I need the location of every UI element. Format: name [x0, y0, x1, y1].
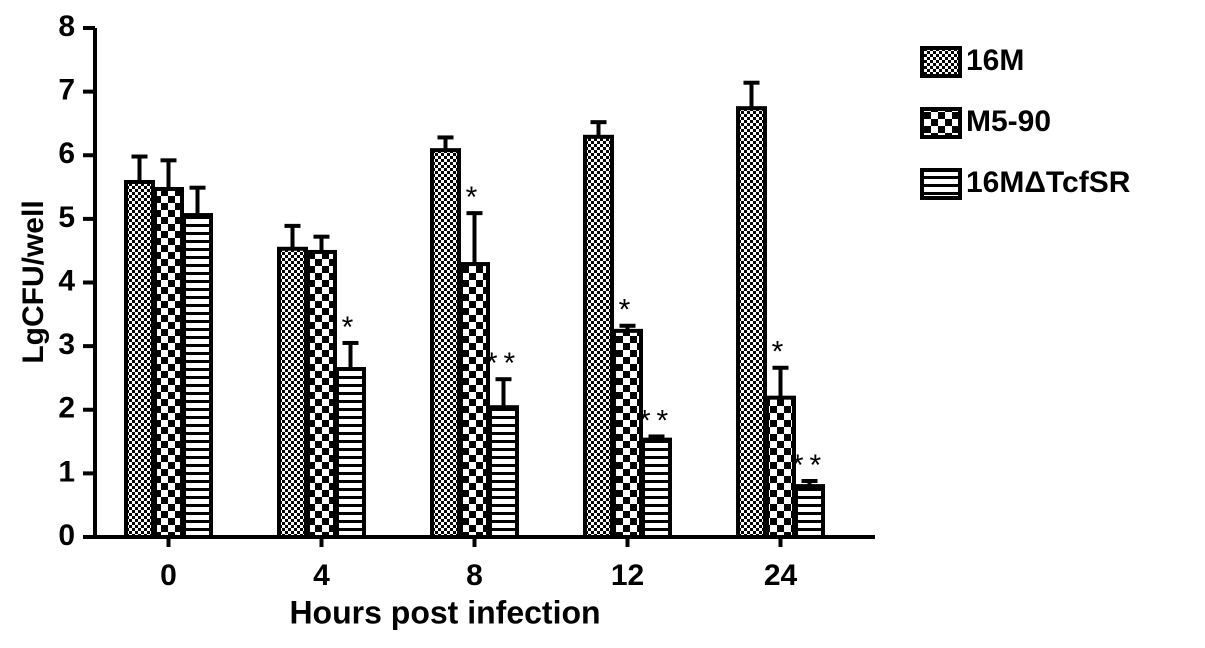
bar	[277, 246, 308, 539]
error-bar	[160, 158, 177, 189]
y-tick-label: 2	[58, 392, 75, 425]
error-bar	[590, 120, 607, 137]
x-tick-label: 8	[466, 559, 483, 592]
y-tick-label: 5	[58, 201, 75, 234]
significance-mark: **	[486, 347, 521, 380]
error-bar	[313, 234, 330, 252]
y-tick-label: 7	[58, 74, 75, 107]
y-tick-label: 4	[58, 264, 75, 297]
significance-mark: **	[639, 404, 674, 437]
y-tick-label: 3	[58, 328, 75, 361]
x-tick-label: 24	[764, 559, 798, 592]
bar	[794, 484, 825, 540]
bar	[641, 437, 672, 539]
error-bar	[619, 323, 636, 331]
significance-mark: **	[792, 449, 827, 482]
legend-swatch	[920, 46, 962, 78]
bar	[153, 186, 184, 539]
x-axis-label: Hours post infection	[289, 594, 600, 630]
bar	[736, 106, 767, 539]
error-bar	[466, 211, 483, 265]
y-tick-label: 8	[58, 10, 75, 43]
error-bar	[131, 154, 148, 182]
error-bar	[801, 479, 818, 487]
error-bar	[437, 135, 454, 151]
legend-swatch	[920, 107, 962, 139]
y-tick-label: 6	[58, 137, 75, 170]
error-bar	[284, 223, 301, 249]
bar	[124, 179, 155, 539]
significance-mark: *	[466, 181, 484, 214]
bar	[612, 328, 643, 540]
y-tick-label: 1	[58, 455, 75, 488]
significance-mark: *	[619, 294, 637, 327]
x-tick-label: 12	[611, 559, 644, 592]
error-bar	[342, 340, 359, 370]
error-bar	[189, 185, 206, 216]
legend-label: M5-90	[966, 105, 1051, 138]
bar	[583, 134, 614, 540]
y-axis-label: LgCFU/well	[17, 200, 50, 363]
y-tick-label: 0	[58, 519, 75, 552]
legend-label: 16M	[966, 44, 1024, 77]
error-bar	[743, 80, 760, 109]
bar	[488, 405, 519, 539]
x-tick-label: 4	[313, 559, 330, 592]
legend-swatch	[920, 168, 962, 200]
error-bar	[495, 377, 512, 408]
x-tick-label: 0	[160, 559, 177, 592]
bar	[430, 148, 461, 539]
bar	[765, 395, 796, 539]
bar	[306, 249, 337, 540]
legend-label: 16MΔTcfSR	[966, 166, 1131, 199]
significance-mark: *	[772, 336, 790, 369]
error-bar	[648, 434, 665, 440]
bar	[182, 213, 213, 539]
error-bar	[772, 365, 789, 398]
bar	[335, 367, 366, 539]
significance-mark: *	[342, 311, 360, 344]
bar	[459, 262, 490, 539]
